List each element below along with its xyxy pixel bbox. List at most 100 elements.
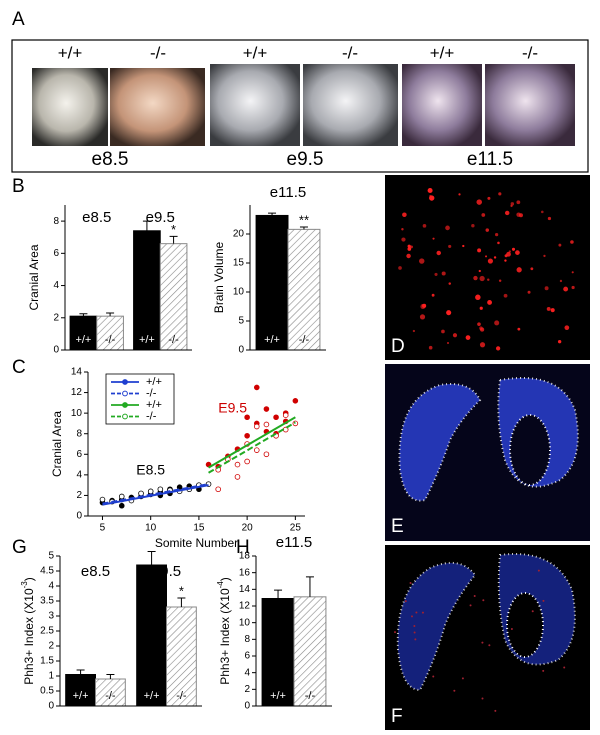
dot xyxy=(436,250,441,256)
category-label: e8.5 xyxy=(81,563,110,580)
tissue-outline xyxy=(398,383,482,502)
error-bar xyxy=(305,576,314,597)
dot xyxy=(453,689,456,692)
bar-label: -/- xyxy=(299,334,310,346)
y-tick-label: 4 xyxy=(244,667,250,678)
dot xyxy=(494,709,497,712)
y-tick-label: 2 xyxy=(53,312,59,323)
dot xyxy=(407,247,412,251)
panel-letter: A xyxy=(12,9,25,30)
dot xyxy=(407,244,411,248)
dot xyxy=(510,628,513,631)
stage-label: e11.5 xyxy=(467,149,513,170)
annotation: E9.5 xyxy=(218,400,247,416)
dot xyxy=(404,600,407,603)
dot xyxy=(498,192,502,196)
bar xyxy=(96,315,124,351)
dot xyxy=(482,599,485,602)
dot xyxy=(479,275,485,282)
point xyxy=(138,490,144,497)
y-axis-label-end: ) xyxy=(218,577,232,581)
stage-label: e9.5 xyxy=(287,149,324,170)
dot xyxy=(541,210,544,214)
photo xyxy=(402,64,482,146)
error-bar xyxy=(169,235,178,244)
photo xyxy=(303,64,398,146)
x-tick-label: 5 xyxy=(100,523,106,534)
y-axis-label: Cranial Area xyxy=(50,411,64,477)
y-tick-label: 5 xyxy=(238,316,244,327)
y-tick-label: 1.5 xyxy=(40,656,54,667)
y-axis-label-exponent: -3 xyxy=(20,581,29,589)
dot xyxy=(431,293,435,297)
dot xyxy=(485,255,488,258)
y-tick-label: 10 xyxy=(71,408,83,419)
dot xyxy=(477,248,482,253)
dot xyxy=(446,342,450,345)
point xyxy=(157,486,164,493)
y-axis-label: Phh3+ Index (X10-3) xyxy=(20,577,36,685)
y-tick-label: 0 xyxy=(238,345,244,356)
dot xyxy=(419,314,426,320)
y-axis-label-text: Cranial Area xyxy=(27,244,41,310)
y-tick-label: 6 xyxy=(76,449,82,460)
dot xyxy=(544,286,549,291)
dot xyxy=(413,631,416,634)
x-axis-label: Somite Number xyxy=(155,536,238,550)
dot xyxy=(473,275,478,281)
dot xyxy=(479,342,486,348)
fit-line xyxy=(102,484,209,506)
bar-label: -/- xyxy=(105,334,116,346)
dot xyxy=(510,204,513,208)
annotation: E8.5 xyxy=(136,461,165,477)
legend-marker xyxy=(122,390,128,397)
dot xyxy=(461,677,464,680)
fit-line xyxy=(208,416,296,469)
point xyxy=(244,458,250,465)
y-axis-label: Phh3+ Index (X10-4) xyxy=(216,577,232,685)
dot xyxy=(516,212,521,217)
y-axis-label: Brain Volume xyxy=(212,241,226,313)
error-bar xyxy=(299,226,308,230)
fit-line xyxy=(208,421,296,474)
category-label: e11.5 xyxy=(276,534,312,551)
dot xyxy=(458,193,461,196)
dot xyxy=(479,326,483,331)
micrograph xyxy=(385,175,590,360)
dot xyxy=(495,233,499,237)
y-tick-label: 6 xyxy=(244,651,250,662)
legend-marker xyxy=(122,413,128,420)
panel-letter: D xyxy=(391,336,405,357)
dot xyxy=(515,250,520,255)
dot xyxy=(495,346,501,351)
point xyxy=(253,384,260,391)
dot xyxy=(571,285,575,290)
tissue-outline xyxy=(509,414,551,486)
y-axis-label-exponent: -4 xyxy=(216,581,225,589)
y-tick-label: 2 xyxy=(244,684,250,695)
y-tick-label: 18 xyxy=(239,551,251,562)
y-tick-label: 16 xyxy=(239,567,251,578)
error-bar xyxy=(147,551,156,565)
point xyxy=(263,406,270,412)
dot xyxy=(476,199,482,205)
y-tick-label: 4 xyxy=(53,280,59,291)
dot xyxy=(452,333,458,338)
x-tick-label: 20 xyxy=(242,523,254,534)
panel-letter: B xyxy=(12,176,25,197)
dot xyxy=(510,202,515,206)
dot xyxy=(428,345,433,350)
point xyxy=(234,474,241,480)
point xyxy=(147,488,154,495)
dot xyxy=(504,210,510,216)
dot xyxy=(441,329,445,334)
dot xyxy=(516,200,521,205)
x-tick-label: 25 xyxy=(290,523,302,534)
legend-label: +/+ xyxy=(146,376,162,388)
bar xyxy=(69,315,98,351)
dot xyxy=(479,306,483,310)
dot xyxy=(401,228,404,231)
y-tick-label: 0 xyxy=(244,701,250,712)
dot xyxy=(542,669,545,672)
